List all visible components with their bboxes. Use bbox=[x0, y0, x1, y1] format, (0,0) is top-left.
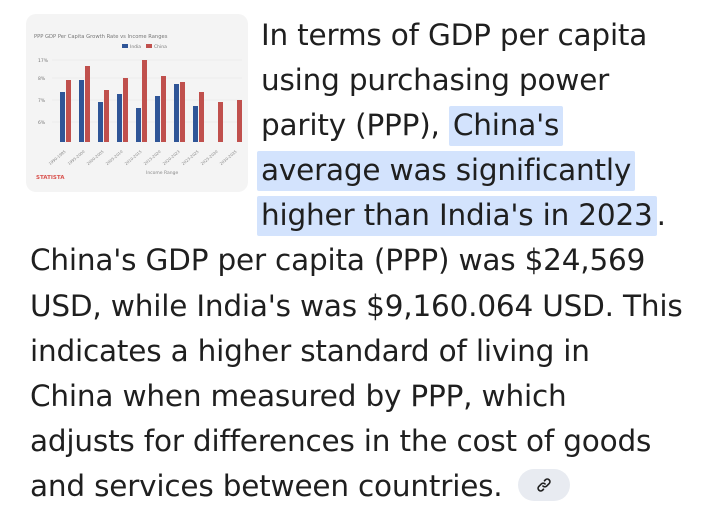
body-line-5: adjusts for differences in the cost of g… bbox=[30, 424, 652, 458]
thumbnail-x-tick: 2030-2035 bbox=[219, 149, 239, 167]
legend-swatch-india bbox=[122, 44, 128, 48]
legend-swatch-china bbox=[146, 44, 152, 48]
thumbnail-bar-china bbox=[123, 78, 128, 142]
thumbnail-bars bbox=[60, 60, 242, 142]
thumbnail-bar-china bbox=[199, 92, 204, 142]
answer-line-2: using purchasing power bbox=[261, 63, 610, 97]
thumbnail-y-tick: 7% bbox=[38, 98, 46, 104]
thumbnail-bar-india bbox=[174, 84, 179, 142]
thumbnail-bar-china bbox=[66, 80, 71, 142]
thumbnail-x-tick: 2025-2030 bbox=[200, 149, 220, 167]
thumbnail-chart-title: PPP GDP Per Capita Growth Rate vs Income… bbox=[34, 34, 168, 40]
thumbnail-bar-india bbox=[117, 94, 122, 142]
thumbnail-x-tick: 2000-2005 bbox=[86, 149, 106, 167]
thumbnail-y-ticks: 17% 8% 7% 6% bbox=[38, 58, 49, 126]
thumbnail-x-tick: 2023-2025 bbox=[181, 149, 201, 167]
thumbnail-x-tick: 1990-1995 bbox=[48, 149, 68, 167]
thumbnail-x-tick: 1995-2000 bbox=[67, 149, 87, 167]
legend-label-india: India bbox=[130, 44, 141, 50]
source-link-button[interactable] bbox=[518, 468, 571, 501]
answer-line-3-text: parity (PPP), bbox=[261, 108, 449, 142]
body-line-3: indicates a higher standard of living in bbox=[30, 334, 590, 368]
thumbnail-x-ticks: 1990-1995 1995-2000 2000-2005 2005-2010 2010… bbox=[48, 149, 239, 167]
body-line-2: USD, while India's was $9,160.064 USD. T… bbox=[30, 289, 683, 323]
thumbnail-chart-svg: PPP GDP Per Capita Growth Rate vs Income… bbox=[34, 34, 242, 181]
thumbnail-x-label: Income Range bbox=[146, 170, 178, 176]
thumbnail-bar-india bbox=[60, 92, 65, 142]
thumbnail-bar-china bbox=[161, 76, 166, 142]
thumbnail-bar-china bbox=[218, 102, 223, 142]
answer-line-3: parity (PPP), China's bbox=[261, 103, 564, 148]
thumbnail-watermark: STATISTA bbox=[36, 175, 65, 181]
thumbnail-x-tick: 2005-2010 bbox=[105, 149, 125, 167]
thumbnail-bar-india bbox=[98, 102, 103, 142]
thumbnail-bar-india bbox=[155, 96, 160, 142]
thumbnail-bar-china bbox=[104, 90, 109, 142]
thumbnail-bar-china bbox=[85, 66, 90, 142]
thumbnail-y-tick: 17% bbox=[38, 58, 49, 64]
chart-thumbnail[interactable]: PPP GDP Per Capita Growth Rate vs Income… bbox=[26, 14, 248, 192]
highlight-segment-2: average was significantly bbox=[257, 151, 636, 191]
thumbnail-x-tick: 2010-2015 bbox=[124, 149, 144, 167]
thumbnail-bar-india bbox=[79, 80, 84, 142]
body-line-6-text: and services between countries. bbox=[30, 469, 503, 503]
body-line-1: China's GDP per capita (PPP) was $24,569 bbox=[30, 243, 646, 277]
answer-line-4: average was significantly bbox=[257, 148, 636, 193]
highlight-segment-1: China's bbox=[448, 106, 564, 146]
thumbnail-bar-india bbox=[136, 108, 141, 142]
body-line-6: and services between countries. bbox=[30, 464, 571, 509]
link-icon bbox=[537, 477, 552, 492]
thumbnail-bar-china bbox=[142, 60, 147, 142]
legend-label-china: China bbox=[154, 44, 167, 50]
thumbnail-x-tick: 2020-2023 bbox=[162, 149, 182, 167]
thumbnail-bar-china bbox=[180, 82, 185, 142]
highlight-tail: . bbox=[656, 198, 666, 232]
thumbnail-x-tick: 2015-2020 bbox=[143, 149, 163, 167]
thumbnail-y-tick: 8% bbox=[38, 76, 46, 82]
highlight-segment-3: higher than India's in 2023 bbox=[257, 196, 657, 236]
answer-line-5: higher than India's in 2023. bbox=[257, 193, 666, 238]
thumbnail-bar-china bbox=[237, 100, 242, 142]
body-line-4: China when measured by PPP, which bbox=[30, 379, 567, 413]
thumbnail-bar-india bbox=[193, 106, 198, 142]
thumbnail-y-tick: 6% bbox=[38, 120, 46, 126]
answer-line-1: In terms of GDP per capita bbox=[261, 18, 648, 52]
